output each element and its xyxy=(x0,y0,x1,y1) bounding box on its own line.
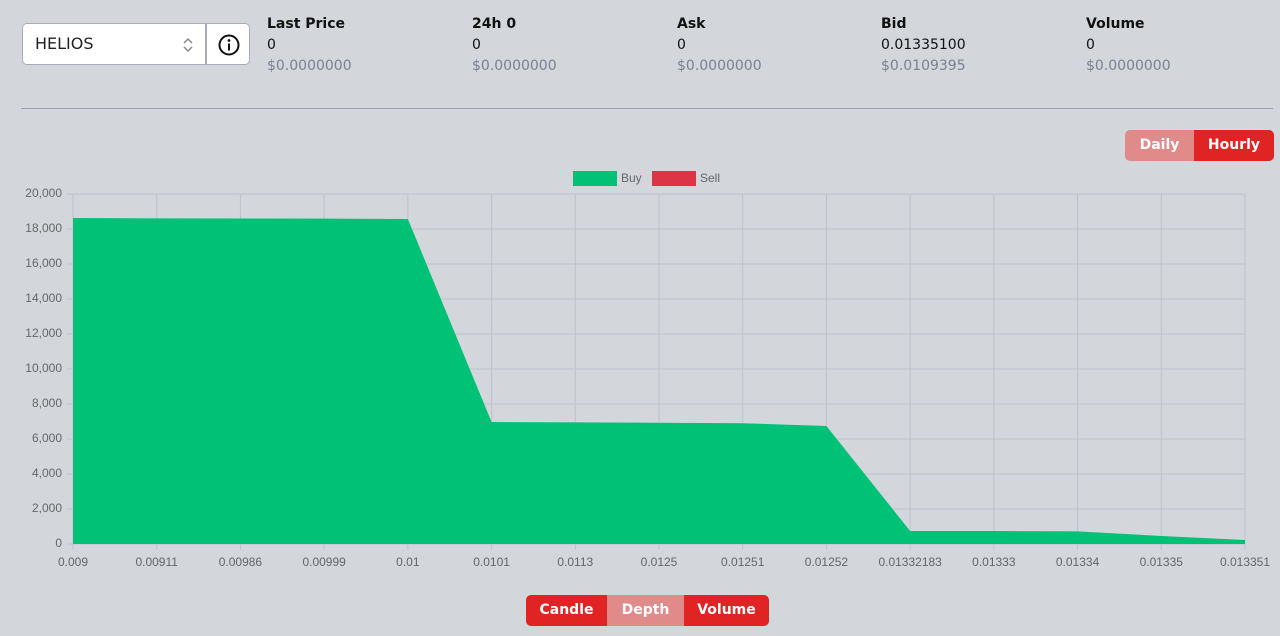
view-button[interactable]: Depth xyxy=(607,595,684,626)
legend-swatch xyxy=(652,171,696,186)
x-tick-label: 0.01332183 xyxy=(878,555,942,569)
stat-usd: $0.0000000 xyxy=(267,58,352,74)
legend-swatch xyxy=(573,171,617,186)
stat-label: 24h 0 xyxy=(472,16,517,32)
stat-value: 0 xyxy=(1086,37,1095,53)
range-buttons: Daily Hourly xyxy=(1125,130,1274,161)
stat-value: 0 xyxy=(677,37,686,53)
stat-label: Volume xyxy=(1086,16,1145,32)
stat: Bid 0.01335100 $0.0109395 xyxy=(881,14,966,77)
y-tick-label: 0 xyxy=(55,536,62,550)
stat: Last Price 0 $0.0000000 xyxy=(267,14,352,77)
range-button[interactable]: Daily xyxy=(1125,130,1194,161)
x-tick-label: 0.01251 xyxy=(721,555,765,569)
x-tick-label: 0.013351 xyxy=(1220,555,1270,569)
y-tick-label: 4,000 xyxy=(32,466,62,480)
stat-value: 0.01335100 xyxy=(881,37,966,53)
x-tick-label: 0.01335 xyxy=(1140,555,1184,569)
y-tick-label: 6,000 xyxy=(32,431,62,445)
x-tick-label: 0.0101 xyxy=(473,555,510,569)
stat: Volume 0 $0.0000000 xyxy=(1086,14,1171,77)
market-name: HELIOS xyxy=(35,34,94,53)
x-tick-label: 0.01 xyxy=(396,555,420,569)
range-button[interactable]: Hourly xyxy=(1194,130,1274,161)
x-tick-label: 0.0125 xyxy=(641,555,678,569)
y-tick-label: 2,000 xyxy=(32,501,62,515)
stat-usd: $0.0109395 xyxy=(881,58,966,74)
y-tick-label: 14,000 xyxy=(25,291,62,305)
x-tick-label: 0.00986 xyxy=(219,555,263,569)
y-tick-label: 12,000 xyxy=(25,326,62,340)
view-button[interactable]: Candle xyxy=(526,595,607,626)
y-tick-label: 10,000 xyxy=(25,361,62,375)
view-button[interactable]: Volume xyxy=(684,595,769,626)
legend-label: Sell xyxy=(700,171,720,185)
stat-value: 0 xyxy=(267,37,276,53)
y-tick-label: 18,000 xyxy=(25,221,62,235)
x-tick-label: 0.01333 xyxy=(972,555,1016,569)
stat-label: Bid xyxy=(881,16,907,32)
view-buttons: Candle Depth Volume xyxy=(526,595,769,626)
x-tick-label: 0.01334 xyxy=(1056,555,1100,569)
legend-label: Buy xyxy=(621,171,642,185)
stat-label: Ask xyxy=(677,16,706,32)
market-select[interactable]: HELIOS xyxy=(22,23,206,65)
x-tick-label: 0.009 xyxy=(58,555,88,569)
stat-value: 0 xyxy=(472,37,481,53)
info-button[interactable] xyxy=(206,23,250,65)
x-tick-label: 0.00999 xyxy=(302,555,346,569)
stat-usd: $0.0000000 xyxy=(472,58,557,74)
select-arrows xyxy=(183,37,193,53)
area xyxy=(73,217,1245,544)
y-tick-label: 16,000 xyxy=(25,256,62,270)
stat-label: Last Price xyxy=(267,16,346,32)
x-tick-label: 0.01252 xyxy=(805,555,849,569)
y-tick-label: 20,000 xyxy=(25,186,62,200)
y-tick-label: 8,000 xyxy=(32,396,62,410)
info-icon xyxy=(218,34,240,56)
stat-usd: $0.0000000 xyxy=(677,58,762,74)
x-tick-label: 0.0113 xyxy=(557,555,593,569)
stat: Ask 0 $0.0000000 xyxy=(677,14,762,77)
stat: 24h 0 0 $0.0000000 xyxy=(472,14,557,77)
stat-usd: $0.0000000 xyxy=(1086,58,1171,74)
divider xyxy=(21,108,1273,109)
x-tick-label: 0.00911 xyxy=(135,555,178,569)
